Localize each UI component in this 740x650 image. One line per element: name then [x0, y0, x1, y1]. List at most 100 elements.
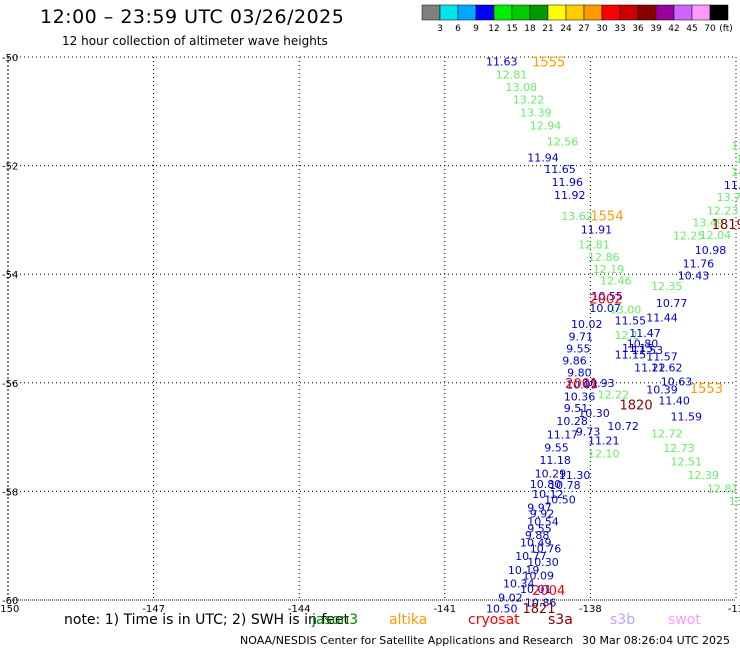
legend-swot: swot: [668, 612, 701, 628]
wave-height-point: 10.54: [527, 515, 559, 528]
wave-height-point: 9.92: [530, 508, 555, 521]
legend-altika: altika: [389, 612, 428, 628]
wave-height-point: 12.81: [496, 68, 528, 81]
pass-time-label: 2004: [532, 584, 565, 599]
wave-height-point: 10.63: [661, 376, 693, 389]
wave-height-point: 10.78: [549, 479, 581, 492]
wave-height-point: 12.39: [687, 469, 719, 482]
wave-height-point: 9.73: [576, 426, 601, 439]
colorbar-swatch: [457, 4, 477, 21]
wave-height-point: 10.19: [508, 564, 539, 577]
colorbar-tick-label: 39: [650, 24, 662, 34]
wave-height-point: 12.73: [663, 442, 695, 455]
pass-time-label: 1819: [712, 218, 740, 233]
wave-height-point: 12.86: [588, 251, 620, 264]
colorbar-swatch: [547, 4, 567, 21]
wave-height-point: 11.21: [588, 434, 620, 447]
colorbar-tick-label: 42: [668, 24, 679, 34]
wave-height-point: 10.36: [564, 390, 596, 403]
wave-height-point: 11.22: [634, 362, 666, 375]
wave-height-point: 10.03: [566, 378, 598, 391]
wave-height-point: 12.08: [731, 140, 740, 153]
wave-height-point: 12.72: [651, 427, 683, 440]
wave-height-point: 10.02: [571, 318, 603, 331]
wave-height-point: 12.1: [615, 329, 640, 342]
x-tick-label: -13: [728, 604, 740, 615]
colorbar-tick-label: 33: [614, 24, 625, 34]
wave-height-point: 12.22: [598, 389, 630, 402]
colorbar-tick-label: 24: [560, 24, 572, 34]
chart-subtitle: 12 hour collection of altimeter wave hei…: [62, 34, 328, 48]
wave-height-point: 12.23: [707, 205, 739, 218]
colorbar-unit-label: (ft): [719, 24, 733, 34]
colorbar-swatch: [673, 4, 693, 21]
colorbar-tick-label: 30: [596, 24, 608, 34]
x-tick-label: -141: [433, 604, 456, 615]
wave-height-point: 12.10: [588, 447, 620, 460]
pass-time-label: 1821: [522, 602, 555, 617]
legend-s3b: s3b: [610, 612, 636, 628]
colorbar-swatch: [691, 4, 711, 21]
colorbar-tick-label: 45: [686, 24, 697, 34]
wave-height-point: 13.49: [692, 217, 724, 230]
wave-height-point: 9.80: [567, 366, 592, 379]
colorbar-swatch: [421, 4, 441, 21]
legend-cryosat: cryosat: [468, 612, 520, 628]
colorbar-tick-label: 70: [704, 24, 716, 34]
wave-height-point: 13.53: [736, 153, 740, 166]
colorbar-tick-label: 21: [542, 24, 553, 34]
wave-height-point: 11.62: [651, 362, 683, 375]
wave-height-point: 10.72: [607, 420, 639, 433]
wave-height-point: 11.53: [632, 344, 664, 357]
wave-height-point: 10.30: [578, 407, 610, 420]
colorbar-swatch: [565, 4, 585, 21]
wave-height-point: 10.86: [525, 597, 557, 610]
wave-height-point: 12.81: [707, 483, 739, 496]
wave-height-point: 11.91: [581, 224, 613, 237]
colorbar-swatch: [529, 4, 549, 21]
pass-time-label: 1554: [590, 210, 623, 225]
wave-height-point: 10.07: [589, 302, 621, 315]
wave-height-point: 9.88: [525, 529, 550, 542]
y-tick-label: -60: [2, 596, 18, 607]
pass-time-label: 1820: [620, 399, 653, 414]
colorbar-swatch: [511, 4, 531, 21]
wave-height-point: 9.97: [527, 502, 552, 515]
colorbar-swatch: [493, 4, 513, 21]
colorbar-swatch: [655, 4, 675, 21]
pass-time-label: 2002: [589, 293, 622, 308]
y-tick-label: -58: [2, 487, 18, 498]
wave-height-point: 12.19: [593, 263, 625, 276]
wave-height-point: 11.15: [622, 342, 654, 355]
wave-height-point: 10.29: [535, 467, 567, 480]
colorbar-swatch: [637, 4, 657, 21]
colorbar-swatch: [709, 4, 729, 21]
wave-height-point: 10.50: [544, 494, 576, 507]
wave-height-point: 9.55: [544, 441, 569, 454]
wave-height-point: 10.34: [503, 578, 535, 591]
wave-height-point: 11.63: [486, 55, 518, 68]
y-tick-label: -56: [2, 379, 18, 390]
legend-s3a: s3a: [548, 612, 573, 628]
wave-height-point: 9.71: [569, 331, 594, 344]
wave-height-point: 11.65: [544, 163, 576, 176]
wave-height-point: 11.17: [547, 428, 579, 441]
wave-height-point: 11.15: [615, 349, 647, 362]
x-tick-label: -147: [142, 604, 165, 615]
wave-height-point: 11.55: [615, 314, 647, 327]
wave-height-point: 11.30: [559, 469, 591, 482]
colorbar-swatch: [439, 4, 459, 21]
wave-height-point: 12.81: [578, 238, 610, 251]
legend-jason3: jason3: [312, 612, 359, 628]
wave-height-point: 13.08: [505, 81, 537, 94]
wave-height-point: 11.94: [527, 151, 559, 164]
wave-height-point: 11.44: [646, 312, 678, 325]
x-tick-label: -150: [0, 604, 19, 615]
wave-height-point: 11.59: [670, 410, 702, 423]
wave-height-point: 9.86: [562, 355, 587, 368]
wave-height-point: 9.02: [498, 591, 522, 604]
wave-height-point: 13.22: [513, 93, 545, 106]
wave-height-point: 10.43: [678, 269, 710, 282]
footer-credit: NOAA/NESDIS Center for Satellite Applica…: [240, 634, 574, 647]
